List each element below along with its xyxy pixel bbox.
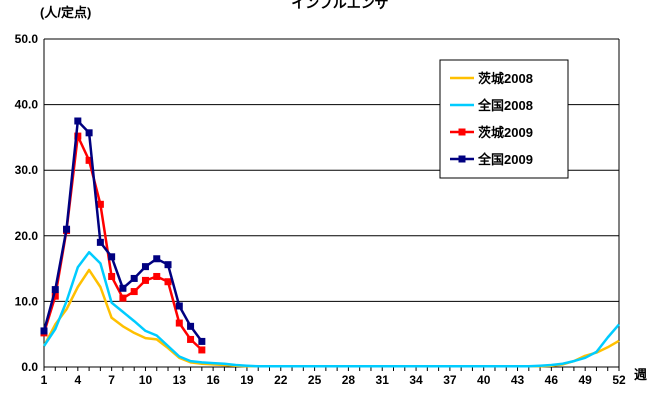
x-axis-label: 週 (634, 367, 647, 382)
x-tick-label: 52 (612, 373, 626, 387)
data-point (96, 200, 104, 208)
x-tick-label: 31 (376, 373, 390, 387)
data-point (108, 253, 116, 261)
legend-marker (458, 155, 466, 163)
x-tick-label: 4 (74, 373, 81, 387)
y-tick-label: 0.0 (21, 360, 38, 374)
y-tick-label: 10.0 (15, 294, 39, 308)
data-point (130, 288, 138, 296)
x-tick-label: 10 (139, 373, 153, 387)
data-point (119, 294, 127, 302)
data-point (187, 322, 195, 330)
data-point (85, 156, 93, 164)
data-point (74, 117, 82, 125)
x-tick-label: 16 (206, 373, 220, 387)
data-point (130, 274, 138, 282)
x-tick-label: 7 (108, 373, 115, 387)
x-tick-label: 40 (477, 373, 491, 387)
data-point (96, 238, 104, 246)
data-point (40, 327, 48, 335)
legend-label: 茨城2008 (478, 71, 533, 86)
axes (43, 39, 620, 371)
chart-title: インフルエンザ (291, 0, 389, 11)
series-lines (40, 117, 620, 368)
x-tick-label: 25 (308, 373, 322, 387)
x-tick-label: 13 (173, 373, 187, 387)
x-tick-label: 28 (342, 373, 356, 387)
y-tick-label: 50.0 (15, 32, 39, 46)
data-point (108, 272, 116, 280)
data-point (119, 284, 127, 292)
y-tick-label: 20.0 (15, 229, 39, 243)
y-tick-label: 30.0 (15, 163, 39, 177)
data-point (141, 276, 149, 284)
x-tick-label: 46 (545, 373, 559, 387)
data-point (153, 255, 161, 263)
data-point (198, 337, 206, 345)
y-tick-labels: 0.0 10.0 20.0 30.0 40.0 50.0 (15, 32, 39, 374)
data-point (63, 225, 71, 233)
series-line-2 (42, 134, 203, 351)
x-tick-label: 22 (274, 373, 288, 387)
data-point (175, 319, 183, 327)
data-point (51, 292, 59, 300)
data-point (198, 346, 206, 354)
data-point (164, 278, 172, 286)
data-point (141, 263, 149, 271)
y-axis-label: (人/定点) (40, 5, 91, 20)
series-line-1 (42, 250, 620, 368)
legend-label: 茨城2009 (478, 125, 533, 140)
data-point (187, 335, 195, 343)
x-tick-label: 43 (511, 373, 525, 387)
y-tick-label: 40.0 (15, 98, 39, 112)
legend-label: 全国2008 (477, 98, 533, 113)
x-tick-labels: 1 4 7 10 13 16 19 22 25 28 31 34 37 40 43 46 49 52 (41, 373, 626, 387)
legend-label: 全国2009 (477, 152, 533, 167)
data-point (164, 261, 172, 269)
data-point (74, 132, 82, 140)
x-tick-label: 37 (443, 373, 457, 387)
data-point (175, 302, 183, 310)
x-tick-label: 49 (578, 373, 592, 387)
data-point (85, 129, 93, 137)
legend-marker (458, 128, 466, 136)
x-tick-label: 34 (409, 373, 423, 387)
x-tick-label: 19 (240, 373, 254, 387)
data-point (51, 286, 59, 294)
legend: 茨城2008 全国2008 茨城2009 全国2009 (439, 59, 569, 179)
data-point (153, 272, 161, 280)
x-tick-label: 1 (41, 373, 48, 387)
